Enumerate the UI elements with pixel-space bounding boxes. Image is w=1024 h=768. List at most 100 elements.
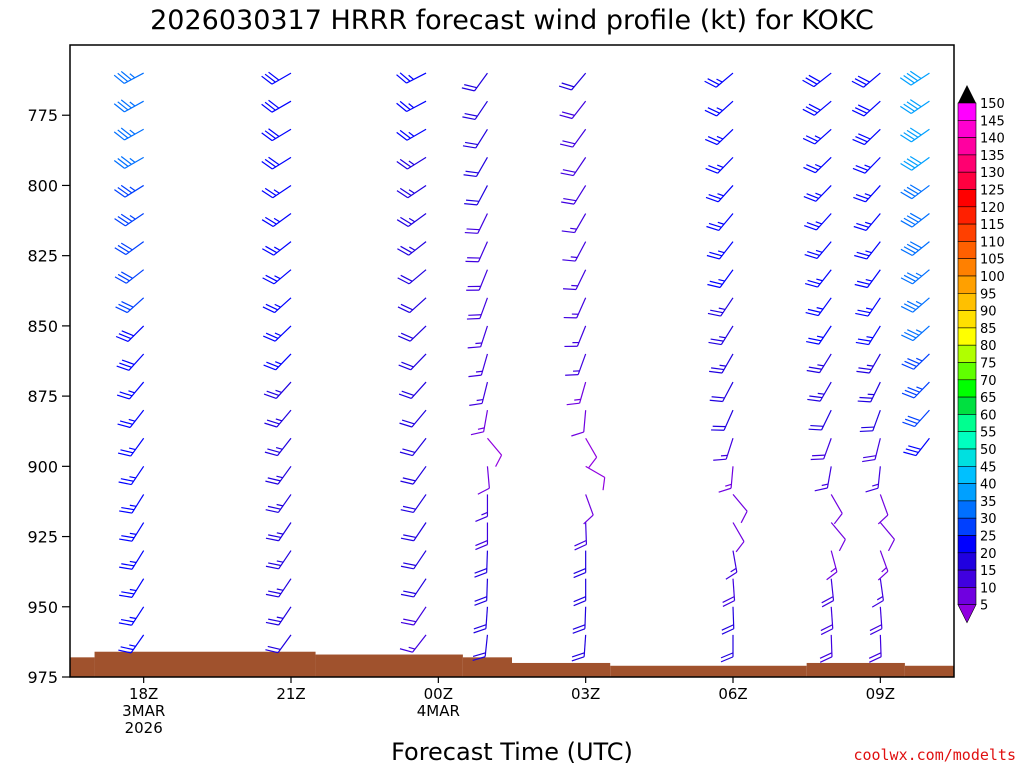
colorbar-swatch-45 xyxy=(957,465,977,484)
terrain-segment-3 xyxy=(462,657,512,677)
wind-barb-7-840 xyxy=(855,297,881,317)
wind-barb-0-820 xyxy=(114,241,145,256)
terrain-segment-1 xyxy=(94,651,316,677)
y-tick-label-825: 825 xyxy=(27,247,58,266)
colorbar-label-25: 25 xyxy=(980,530,997,545)
wind-barb-2-880 xyxy=(399,409,427,428)
x-tick-label-03Z: 03Z xyxy=(571,685,600,703)
colorbar-swatch-140 xyxy=(957,137,977,156)
wind-barb-4-810 xyxy=(561,213,587,234)
wind-barb-8-780 xyxy=(900,127,930,143)
wind-barb-3-790 xyxy=(463,157,488,178)
wind-barb-0-760 xyxy=(113,70,144,84)
chart-title: 2026030317 HRRR forecast wind profile (k… xyxy=(150,5,874,36)
wind-barb-1-800 xyxy=(261,184,292,199)
wind-barb-3-780 xyxy=(462,128,488,149)
wind-barb-6-960 xyxy=(819,634,833,663)
colorbar: 1501451401351301251201151101051009590858… xyxy=(957,85,1005,624)
wind-barb-5-780 xyxy=(705,128,734,146)
wind-barb-7-760 xyxy=(851,72,881,88)
wind-barb-7-940 xyxy=(871,578,884,608)
wind-barb-4-830 xyxy=(563,269,587,291)
wind-barb-0-930 xyxy=(119,550,145,570)
wind-barb-3-930 xyxy=(474,550,489,578)
colorbar-label-45: 45 xyxy=(980,460,997,475)
wind-barb-8-760 xyxy=(899,70,930,86)
colorbar-label-75: 75 xyxy=(980,357,997,372)
colorbar-label-50: 50 xyxy=(980,443,997,458)
wind-barb-3-830 xyxy=(466,269,489,291)
wind-barb-8-800 xyxy=(900,184,930,200)
wind-barb-2-850 xyxy=(398,325,427,342)
wind-barb-7-930 xyxy=(877,550,889,581)
colorbar-swatch-125 xyxy=(957,189,977,208)
wind-barb-0-770 xyxy=(113,99,144,113)
wind-barb-3-890 xyxy=(486,437,503,467)
colorbar-label-85: 85 xyxy=(980,322,997,337)
wind-barb-7-830 xyxy=(854,269,881,289)
wind-barb-3-770 xyxy=(462,100,488,121)
wind-barb-0-810 xyxy=(114,213,145,227)
wind-barb-8-870 xyxy=(901,381,930,399)
wind-barb-8-830 xyxy=(900,269,930,285)
colorbar-label-15: 15 xyxy=(980,564,997,579)
wind-barb-4-770 xyxy=(559,100,587,120)
wind-barb-6-830 xyxy=(804,269,832,288)
wind-barb-2-960 xyxy=(399,634,427,653)
wind-barb-2-800 xyxy=(396,184,427,199)
wind-barb-0-890 xyxy=(117,437,145,457)
colorbar-swatch-135 xyxy=(957,154,977,173)
wind-barb-6-850 xyxy=(806,325,832,345)
colorbar-swatch-20 xyxy=(957,552,977,571)
colorbar-label-130: 130 xyxy=(980,166,1005,181)
wind-barb-7-960 xyxy=(868,634,882,663)
wind-barb-2-950 xyxy=(400,606,427,626)
y-tick-label-925: 925 xyxy=(27,528,58,547)
wind-barb-4-910 xyxy=(583,494,594,525)
wind-barb-3-880 xyxy=(470,410,489,436)
wind-barb-0-950 xyxy=(118,606,145,626)
y-tick-label-975: 975 xyxy=(27,668,58,687)
wind-barb-7-950 xyxy=(869,606,883,636)
colorbar-swatch-130 xyxy=(957,171,977,190)
wind-barb-6-910 xyxy=(830,494,843,525)
wind-barb-8-820 xyxy=(900,241,930,256)
wind-barb-1-790 xyxy=(261,156,292,170)
colorbar-label-30: 30 xyxy=(980,512,997,527)
wind-barb-1-760 xyxy=(261,71,292,85)
x-tick-label-4MAR: 4MAR xyxy=(417,702,460,720)
wind-barb-5-790 xyxy=(705,156,734,174)
colorbar-label-40: 40 xyxy=(980,478,997,493)
terrain-segment-6 xyxy=(806,662,905,677)
wind-barb-4-900 xyxy=(585,465,606,491)
colorbar-swatch-35 xyxy=(957,500,977,519)
colorbar-swatch-30 xyxy=(957,517,977,536)
colorbar-label-35: 35 xyxy=(980,495,997,510)
wind-barb-5-950 xyxy=(721,606,735,635)
wind-barb-7-880 xyxy=(859,409,881,433)
y-tick-label-775: 775 xyxy=(27,106,58,125)
x-tick-label-2026: 2026 xyxy=(125,719,163,737)
wind-barb-1-900 xyxy=(265,465,292,485)
wind-barb-3-820 xyxy=(465,241,488,263)
wind-barb-4-790 xyxy=(560,157,587,177)
wind-barb-1-870 xyxy=(263,381,292,399)
wind-barb-4-930 xyxy=(573,550,587,579)
wind-barb-1-810 xyxy=(261,213,292,227)
wind-barb-2-780 xyxy=(396,128,427,141)
wind-barb-8-850 xyxy=(901,325,930,342)
colorbar-label-110: 110 xyxy=(980,235,1005,250)
wind-barb-2-940 xyxy=(400,578,427,598)
wind-barb-0-920 xyxy=(119,522,145,542)
colorbar-bottom-arrow xyxy=(957,604,977,624)
colorbar-swatch-115 xyxy=(957,223,977,242)
wind-barb-3-950 xyxy=(473,606,489,634)
wind-barb-0-840 xyxy=(115,297,145,314)
wind-barb-5-940 xyxy=(722,578,736,607)
colorbar-swatch-85 xyxy=(957,327,977,346)
wind-barb-4-880 xyxy=(571,410,587,437)
terrain-segment-0 xyxy=(70,657,95,677)
colorbar-label-140: 140 xyxy=(980,132,1005,147)
x-tick-label-06Z: 06Z xyxy=(718,685,747,703)
